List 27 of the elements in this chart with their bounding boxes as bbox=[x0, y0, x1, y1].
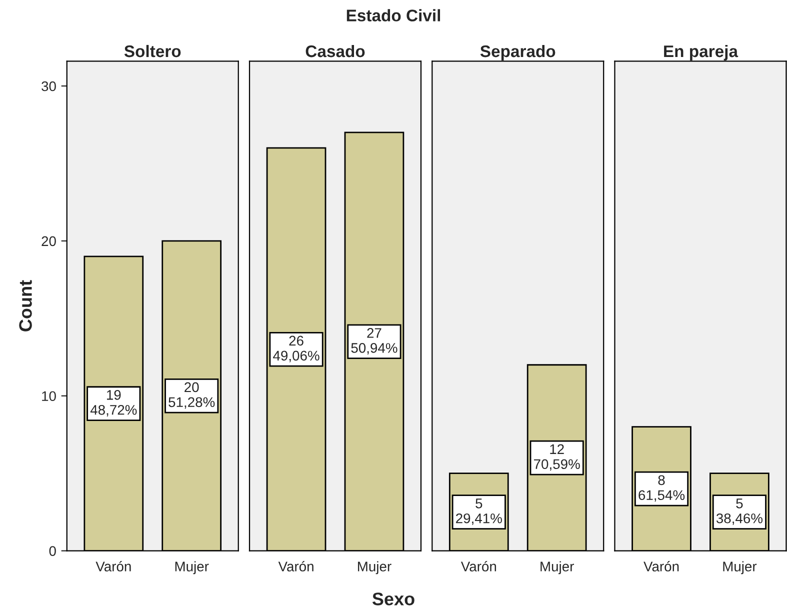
text: Estado Civil bbox=[346, 9, 440, 22]
text: Sexo bbox=[372, 592, 414, 606]
data-label: 26 49,06% bbox=[273, 336, 320, 362]
chart-title: Separado bbox=[480, 44, 556, 60]
x-tick-label: Mujer bbox=[723, 561, 757, 574]
x-tick-label: Mujer bbox=[358, 561, 392, 574]
x-tick-label: Varón bbox=[644, 561, 679, 572]
y-tick-label: 20 bbox=[42, 236, 56, 246]
data-label: 27 50,94% bbox=[351, 328, 398, 354]
chart-title: Soltero bbox=[124, 44, 181, 58]
data-label: 5 38,46% bbox=[716, 498, 763, 525]
x-tick-label: Varón bbox=[96, 561, 131, 572]
chart-title: En pareja bbox=[664, 44, 738, 60]
data-label: 20 51,28% bbox=[168, 382, 215, 409]
x-tick-label: Varón bbox=[278, 561, 314, 572]
x-tick-label: Varón bbox=[460, 561, 496, 572]
y-tick-label: 30 bbox=[42, 81, 56, 92]
data-label: 8 61,54% bbox=[638, 475, 685, 502]
data-label: 12 70,59% bbox=[534, 444, 580, 471]
y-axis-title: Count bbox=[19, 280, 32, 332]
x-tick-label: Mujer bbox=[175, 561, 209, 574]
chart-title: Casado bbox=[306, 44, 365, 58]
data-label: 5 29,41% bbox=[456, 498, 502, 525]
data-label: 19 48,72% bbox=[90, 390, 137, 416]
x-tick-label: Mujer bbox=[540, 561, 574, 574]
y-tick-label: 10 bbox=[42, 391, 56, 402]
y-tick-label: 0 bbox=[49, 546, 56, 556]
